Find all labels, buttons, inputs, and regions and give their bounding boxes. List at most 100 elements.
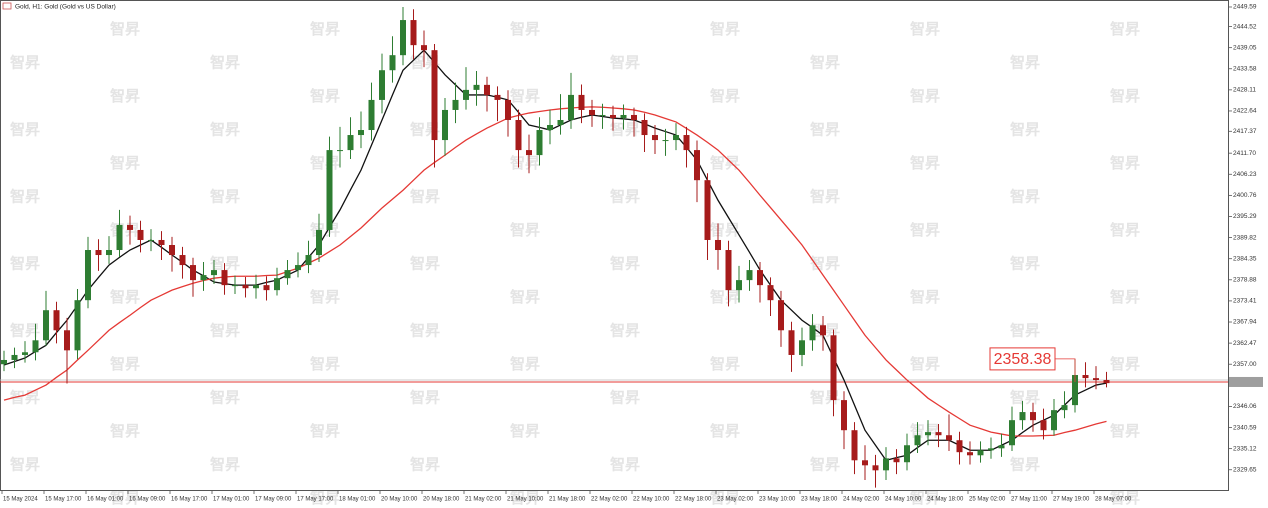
candle-body: [43, 310, 49, 341]
x-tick-label: 22 May 02:00: [591, 497, 628, 503]
watermark: 智昇: [710, 422, 740, 440]
x-tick-label: 24 May 02:00: [843, 497, 880, 503]
candle-body: [694, 150, 700, 181]
candle-body: [505, 99, 511, 120]
y-tick-label: 2384.35: [1233, 255, 1257, 262]
watermark: 智昇: [510, 355, 540, 373]
x-tick-label: 21 May 02:00: [465, 497, 502, 503]
watermark: 智昇: [510, 422, 540, 440]
watermark: 智昇: [910, 87, 940, 105]
watermark: 智昇: [910, 221, 940, 239]
watermark: 智昇: [710, 489, 740, 507]
x-tick-label: 25 May 02:00: [969, 497, 1006, 503]
candle-body: [200, 275, 207, 281]
watermark: 智昇: [610, 187, 640, 205]
candle-body: [32, 340, 39, 353]
x-tick-label: 22 May 18:00: [675, 497, 712, 503]
candle-body: [137, 229, 144, 240]
candle-body: [463, 89, 469, 100]
watermark: 智昇: [710, 154, 740, 172]
y-tick-label: 2346.06: [1233, 403, 1257, 410]
candle-body: [967, 452, 973, 456]
annotation-box: [989, 347, 1056, 371]
candle-body: [851, 430, 858, 461]
watermark: 智昇: [910, 20, 940, 38]
candle-body: [326, 150, 333, 230]
candle-body: [295, 265, 301, 271]
watermark: 智昇: [10, 120, 40, 138]
y-tick-label: 2400.76: [1233, 192, 1257, 199]
candle-body: [64, 330, 70, 351]
x-tick-label: 16 May 09:00: [129, 497, 166, 503]
y-tick-label: 2417.37: [1233, 128, 1257, 135]
y-tick-label: 2389.82: [1233, 234, 1257, 241]
watermark: 智昇: [210, 321, 240, 339]
candle-body: [1040, 420, 1047, 431]
candle-body: [1030, 412, 1036, 421]
candle-body: [169, 245, 175, 256]
watermark: 智昇: [110, 20, 140, 38]
candle-body: [11, 354, 18, 360]
candle-body: [431, 50, 438, 141]
candle-body: [652, 135, 658, 141]
candle-body: [190, 265, 196, 281]
watermark: 智昇: [410, 321, 440, 339]
candle-body: [662, 140, 669, 142]
candle-body: [347, 135, 354, 151]
y-tick-label: 2378.88: [1233, 277, 1257, 284]
watermark: 智昇: [1010, 120, 1040, 138]
x-tick-label: 18 May 01:00: [339, 497, 376, 503]
candle-body: [1072, 375, 1078, 406]
candle-body: [127, 224, 133, 230]
candle-body: [799, 340, 805, 355]
candle-body: [736, 280, 742, 291]
candle-body: [673, 135, 679, 141]
watermark: 智昇: [1110, 288, 1140, 306]
watermark: 智昇: [710, 20, 740, 38]
watermark: 智昇: [1110, 422, 1140, 440]
watermark: 智昇: [10, 388, 40, 406]
watermark: 智昇: [910, 355, 940, 373]
x-tick-label: 17 May 09:00: [255, 497, 292, 503]
watermark: 智昇: [510, 221, 540, 239]
candle-body: [515, 119, 522, 151]
watermark: 智昇: [110, 288, 140, 306]
y-tick-label: 2335.12: [1233, 445, 1257, 452]
candle-body: [22, 352, 28, 355]
x-tick-label: 23 May 02:00: [717, 497, 754, 503]
candle-body: [242, 285, 249, 289]
candle-body: [788, 330, 795, 355]
candle-body: [809, 325, 816, 341]
candle-body: [610, 114, 616, 119]
candle-body: [862, 460, 868, 466]
candle-body: [232, 285, 238, 287]
watermark: 智昇: [110, 355, 140, 373]
x-tick-label: 27 May 19:00: [1053, 497, 1090, 503]
y-tick-label: 2422.64: [1233, 108, 1257, 115]
watermark: 智昇: [1010, 321, 1040, 339]
x-tick-label: 24 May 18:00: [927, 497, 964, 503]
watermark: 智昇: [1110, 87, 1140, 105]
candle-body: [211, 270, 217, 276]
watermark: 智昇: [910, 154, 940, 172]
y-tick-label: 2373.41: [1233, 298, 1257, 305]
watermark: 智昇: [310, 355, 340, 373]
y-tick-label: 2428.11: [1233, 87, 1256, 94]
candle-body: [74, 300, 81, 351]
watermark: 智昇: [1110, 20, 1140, 38]
watermark: 智昇: [610, 53, 640, 71]
candle-body: [925, 432, 931, 436]
watermark: 智昇: [210, 388, 240, 406]
watermark: 智昇: [10, 254, 40, 272]
candle-body: [757, 270, 763, 286]
watermark: 智昇: [310, 288, 340, 306]
candle-body: [589, 109, 595, 115]
watermark: 智昇: [410, 455, 440, 473]
candle-body: [830, 335, 837, 401]
watermark: 智昇: [310, 422, 340, 440]
watermark: 智昇: [210, 455, 240, 473]
y-tick-label: 2439.05: [1233, 44, 1257, 51]
